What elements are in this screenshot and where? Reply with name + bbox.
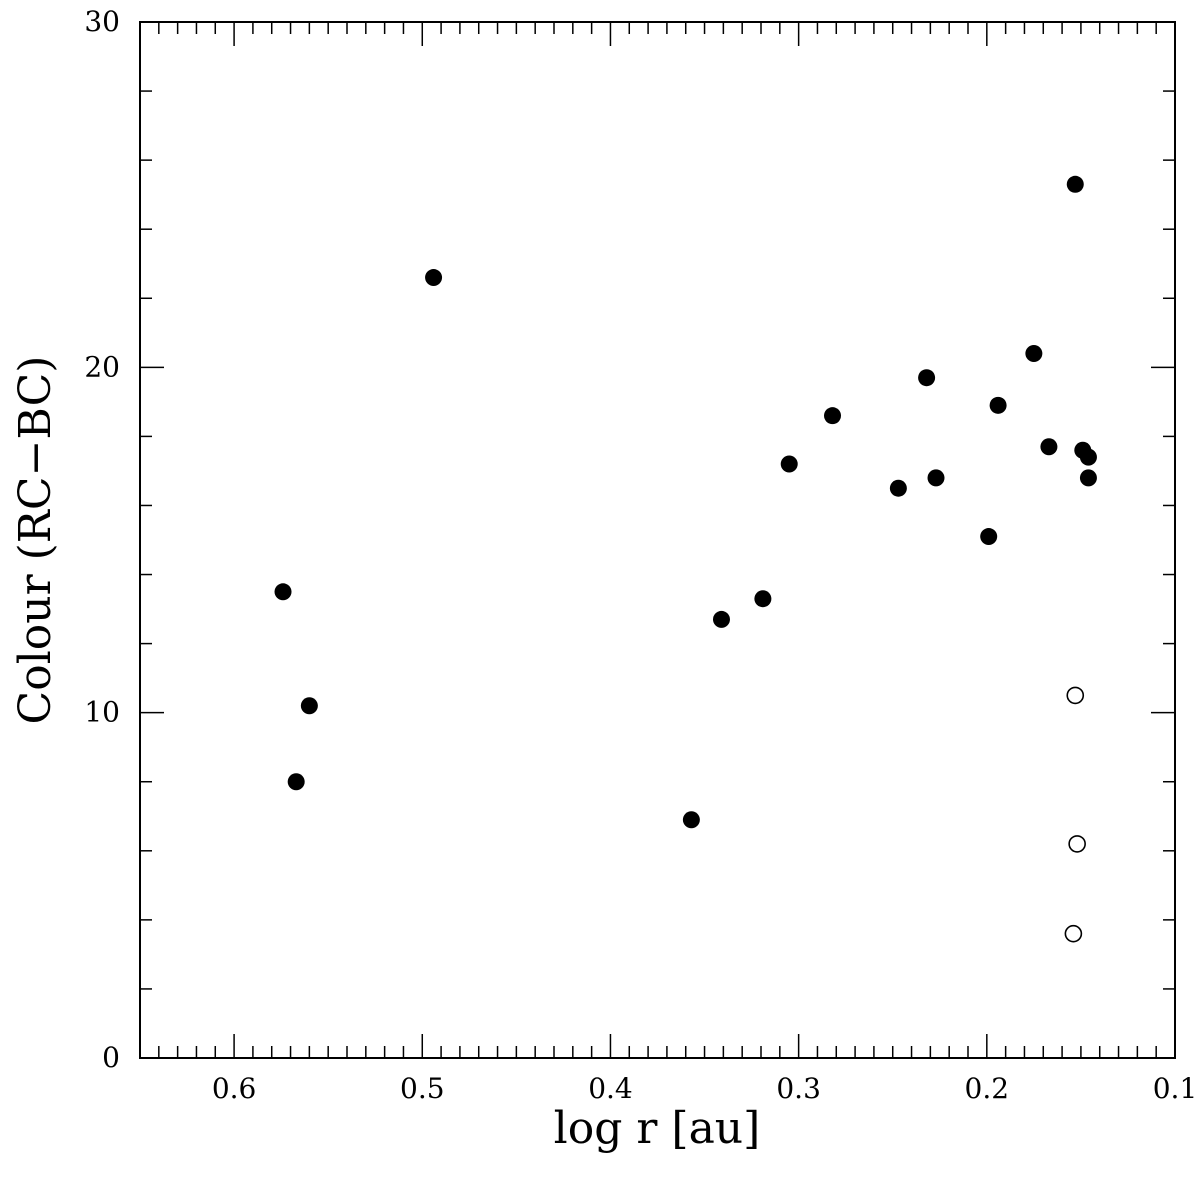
y-tick-label: 20	[84, 350, 120, 383]
axis-tick-labels: 0.6 0.5 0.4 0.3 0.2 0.1 0 10 20 30	[84, 5, 1197, 1105]
filled-data-point	[425, 269, 443, 287]
filled-data-point	[824, 407, 842, 425]
filled-data-point	[1040, 438, 1058, 456]
axis-ticks	[139, 21, 1176, 1059]
y-tick-label: 10	[84, 696, 120, 729]
filled-data-point	[1025, 345, 1043, 363]
filled-data-point	[980, 528, 998, 546]
x-tick-label: 0.3	[776, 1072, 821, 1105]
x-tick-label: 0.2	[965, 1072, 1010, 1105]
y-tick-label: 30	[84, 5, 120, 38]
plot-frame	[139, 21, 1176, 1059]
filled-data-point	[300, 697, 318, 715]
filled-data-point	[780, 455, 798, 473]
open-data-point	[1064, 924, 1083, 943]
x-tick-label: 0.6	[212, 1072, 257, 1105]
filled-data-point	[1079, 469, 1097, 487]
filled-data-point	[1079, 448, 1097, 466]
open-data-point	[1066, 686, 1085, 705]
filled-data-point	[918, 369, 936, 387]
open-data-point	[1068, 835, 1086, 853]
filled-data-point	[889, 479, 907, 497]
filled-data-point	[754, 590, 772, 608]
filled-data-point	[1066, 175, 1084, 193]
filled-data-point	[274, 583, 292, 601]
y-tick-label: 0	[102, 1041, 120, 1074]
filled-data-point	[989, 396, 1007, 414]
filled-data-point	[682, 811, 700, 829]
x-tick-label: 0.1	[1153, 1072, 1198, 1105]
data-points	[274, 175, 1097, 943]
y-axis-label: Colour (RC−BC)	[10, 356, 61, 725]
filled-data-point	[287, 773, 305, 791]
filled-data-point	[712, 610, 730, 628]
x-tick-label: 0.5	[400, 1072, 445, 1105]
x-tick-label: 0.4	[588, 1072, 633, 1105]
x-axis-label: log r [au]	[554, 1103, 761, 1154]
filled-data-point	[927, 469, 945, 487]
